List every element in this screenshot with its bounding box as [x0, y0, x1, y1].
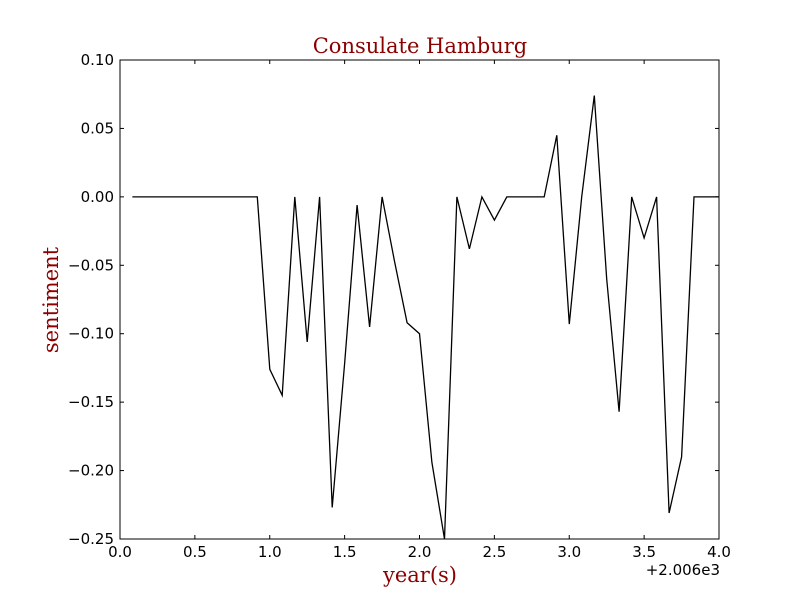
- y-axis-title: sentiment: [39, 246, 63, 353]
- y-tick-label: −0.20: [68, 462, 114, 480]
- y-tick-label: −0.25: [68, 530, 114, 548]
- series-line: [132, 95, 719, 540]
- y-tick-label: −0.10: [68, 325, 114, 343]
- chart-title: Consulate Hamburg: [313, 34, 528, 58]
- x-tick-label: 2.5: [482, 543, 506, 561]
- x-tick-label: 0.0: [108, 543, 132, 561]
- x-tick-label: 3.5: [632, 543, 656, 561]
- x-tick-label: 3.0: [557, 543, 581, 561]
- y-tick-label: −0.05: [68, 256, 114, 274]
- x-tick-label: 0.5: [183, 543, 207, 561]
- y-tick-label: −0.15: [68, 393, 114, 411]
- x-tick-label: 1.5: [333, 543, 357, 561]
- x-axis-title: year(s): [382, 563, 457, 587]
- x-tick-label: 2.0: [408, 543, 432, 561]
- y-tick-label: 0.05: [81, 119, 114, 137]
- x-tick-label: 1.0: [258, 543, 282, 561]
- y-tick-label: 0.10: [81, 51, 114, 69]
- plot-frame: [119, 59, 720, 540]
- x-tick-label: 4.0: [707, 543, 731, 561]
- plot-area: 0.0 0.5 1.0 1.5 2.0 2.5 3.0 3.5 4.0 0.10 0.05 0.00 −…: [68, 51, 731, 561]
- x-axis-offset-label: +2.006e3: [646, 561, 720, 579]
- y-tick-label: 0.00: [81, 188, 114, 206]
